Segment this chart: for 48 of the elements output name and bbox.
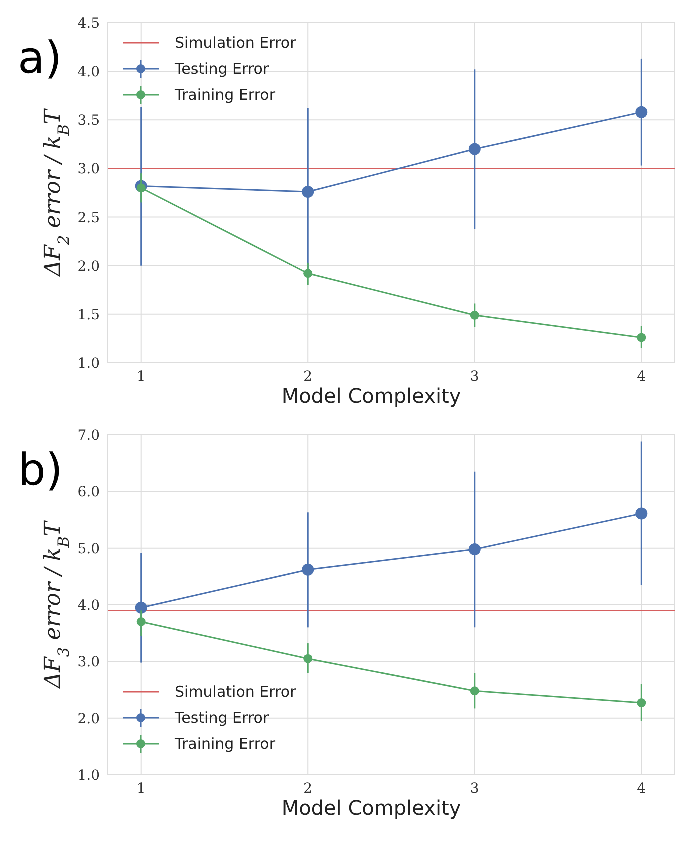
x-axis-title: Model Complexity — [282, 384, 462, 408]
y-tick-label: 5.0 — [78, 541, 100, 558]
y-tick-label: 3.5 — [78, 113, 100, 130]
point — [136, 184, 146, 193]
point — [470, 310, 480, 320]
y-tick-label: 1.5 — [78, 307, 100, 324]
y-tick-label: 3.0 — [78, 654, 100, 671]
point — [302, 564, 314, 576]
legend-label: Testing Error — [174, 709, 270, 727]
legend-label: Training Error — [174, 735, 276, 753]
x-tick-label: 2 — [304, 781, 313, 797]
point — [636, 106, 648, 118]
y-tick-label: 2.5 — [78, 210, 100, 226]
x-tick-label: 3 — [470, 369, 480, 385]
y-tick-label: 6.0 — [78, 484, 100, 501]
point — [468, 143, 481, 156]
x-tick-label: 1 — [136, 781, 146, 797]
y-tick-label: 1.0 — [78, 356, 100, 372]
y-tick-label: 1.0 — [78, 768, 100, 784]
point — [302, 186, 314, 198]
point — [304, 654, 313, 664]
legend-label: Simulation Error — [175, 34, 298, 52]
point — [135, 602, 148, 614]
chart-title: a) — [18, 33, 62, 84]
x-tick-label: 2 — [304, 369, 313, 385]
point — [136, 618, 146, 626]
x-tick-label: 4 — [637, 781, 646, 797]
legend-label: Testing Error — [174, 60, 270, 78]
point — [637, 698, 646, 708]
point — [304, 269, 313, 278]
y-tick-label: 4.0 — [78, 598, 100, 614]
y-tick-label: 2.0 — [78, 258, 100, 275]
legend-label: Training Error — [174, 86, 276, 104]
x-tick-label: 3 — [470, 781, 480, 797]
point — [637, 333, 646, 342]
point — [636, 508, 648, 520]
y-tick-label: 4.5 — [78, 16, 100, 32]
y-tick-label: 4.0 — [78, 64, 100, 81]
x-tick-label: 1 — [136, 369, 146, 385]
point — [470, 686, 480, 696]
x-axis-title: Model Complexity — [282, 796, 462, 820]
point — [468, 543, 481, 556]
y-tick-label: 7.0 — [78, 428, 100, 444]
y-tick-label: 2.0 — [78, 711, 100, 728]
chart-title: b) — [18, 445, 64, 496]
legend-label: Simulation Error — [175, 683, 298, 701]
x-tick-label: 4 — [637, 369, 646, 385]
y-tick-label: 3.0 — [78, 162, 100, 178]
